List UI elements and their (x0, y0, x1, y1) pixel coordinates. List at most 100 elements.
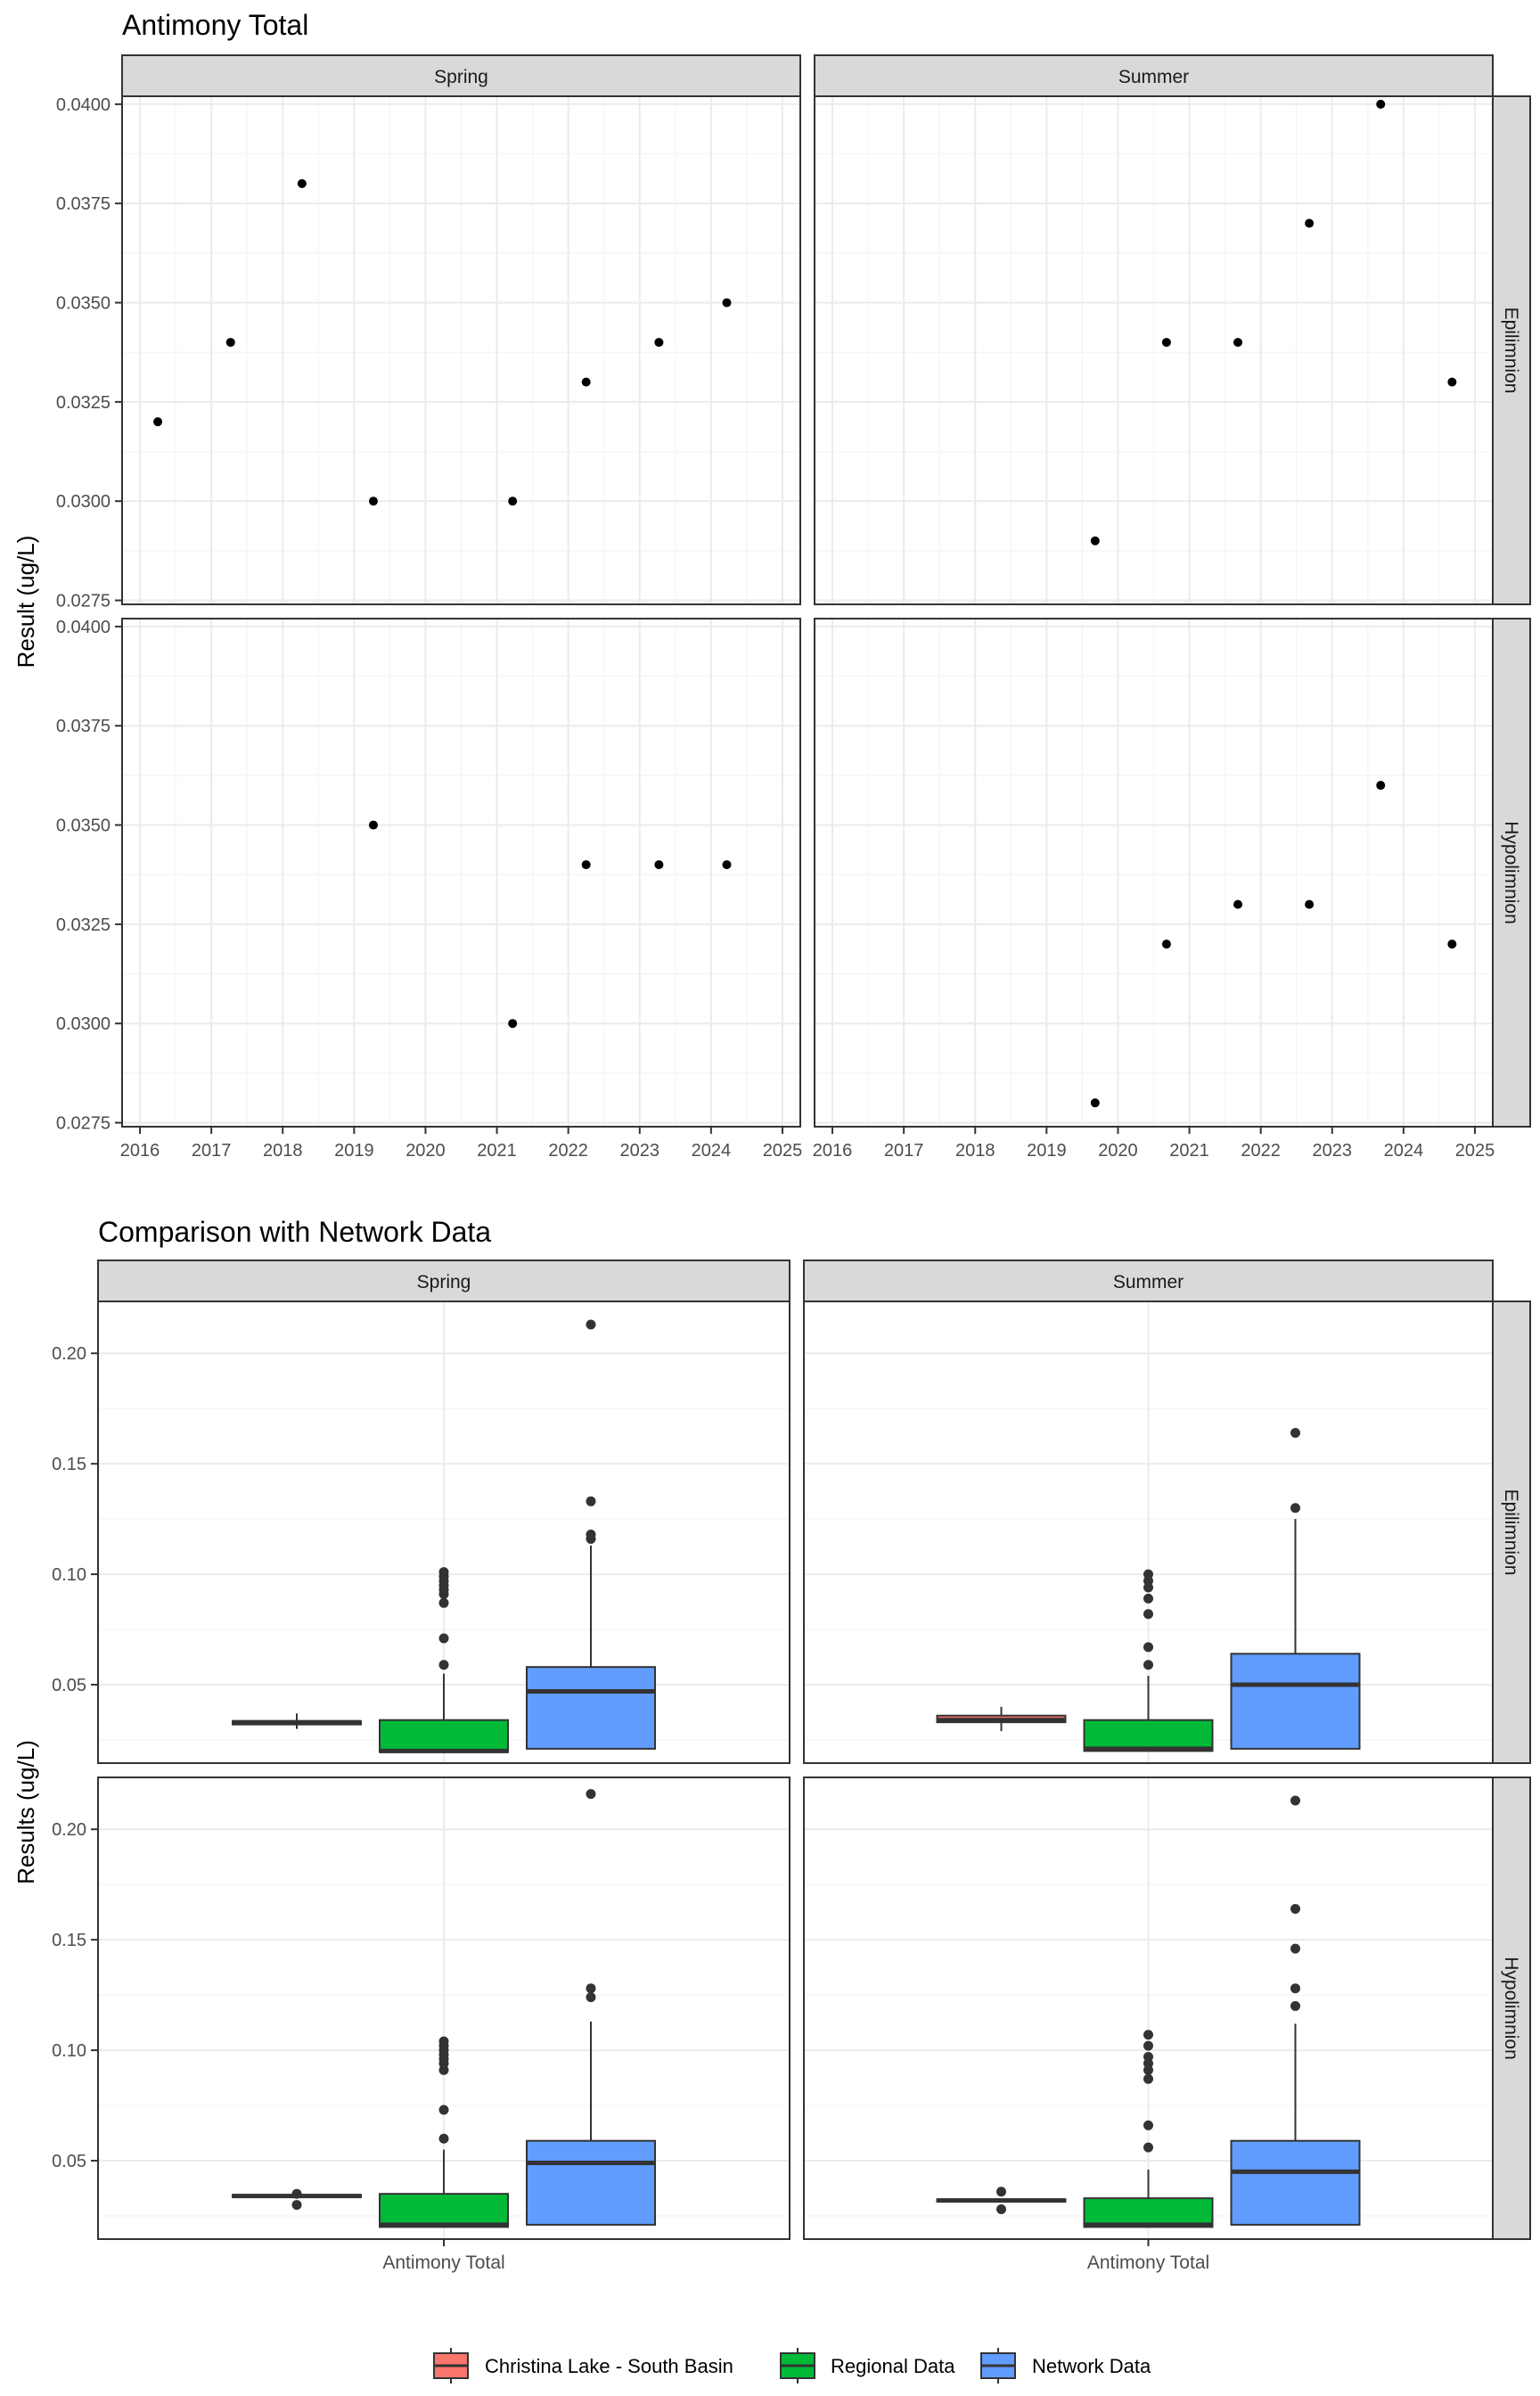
box-body (526, 1666, 656, 1750)
data-point (654, 860, 664, 870)
legend-label: Network Data (1032, 2355, 1151, 2377)
data-point (225, 338, 235, 348)
scatter-facet-grid: Spring Summer Epilimnion Hypolimnion 0.0275 0… (56, 54, 1531, 1161)
panel-border (121, 618, 801, 1128)
legend: Christina Lake - South Basin Regional Dat… (433, 2348, 1151, 2384)
y-tick-label: 0.0300 (56, 1014, 111, 1034)
outlier-point (996, 2204, 1006, 2215)
x-tick-label: 2018 (263, 1141, 303, 1161)
data-point (1376, 781, 1386, 791)
outlier-point (586, 1789, 596, 1800)
data-point (654, 338, 664, 348)
data-point (508, 1019, 518, 1029)
outlier-point (1143, 2142, 1153, 2153)
box-christina-lake-south-basin (232, 2188, 362, 2211)
y-tick-label: 0.10 (52, 1565, 86, 1585)
scatter-panel-summer-epilimnion (814, 95, 1494, 605)
y-tick-label: 0.0350 (56, 294, 111, 314)
x-tick-label: 2021 (477, 1141, 517, 1161)
data-point (1447, 377, 1457, 387)
y-tick-label: 0.20 (52, 1820, 86, 1840)
outlier-point (1290, 1427, 1300, 1438)
x-tick-label: Antimony Total (382, 2252, 504, 2273)
x-tick-label: 2019 (1027, 1141, 1067, 1161)
box-panel-summer-hypolimnion (803, 1776, 1494, 2240)
data-point (1090, 536, 1100, 546)
data-point (1447, 940, 1457, 949)
x-tick-label: 2018 (955, 1141, 995, 1161)
box-body (1230, 1653, 1361, 1750)
boxplot-y-axis-label: Results (ug/L) (12, 1740, 39, 1884)
legend-label: Regional Data (831, 2355, 955, 2377)
x-tick-label: 2023 (620, 1141, 660, 1161)
data-point (368, 496, 378, 506)
y-tick-label: 0.10 (52, 2041, 86, 2061)
box-body (526, 2139, 656, 2226)
box-body (1083, 2197, 1214, 2228)
facet-strip-column (814, 54, 1494, 97)
scatter-chart-title: Antimony Total (122, 9, 308, 41)
y-tick-label: 0.0375 (56, 194, 111, 214)
data-point (1090, 1098, 1100, 1108)
facet-strip-row (1492, 618, 1531, 1128)
x-tick-label: 2022 (548, 1141, 588, 1161)
x-tick-label: 2024 (1384, 1141, 1424, 1161)
data-point (508, 496, 518, 506)
data-point (1233, 338, 1243, 348)
outlier-point (1290, 1795, 1300, 1806)
outlier-point (1143, 1569, 1153, 1580)
outlier-point (1143, 1593, 1153, 1604)
facet-strip-label: Epilimnion (1501, 308, 1521, 394)
data-point (1161, 940, 1171, 949)
x-tick-label: 2023 (1313, 1141, 1353, 1161)
x-tick-label: 2016 (120, 1141, 160, 1161)
x-tick-label: 2025 (1455, 1141, 1495, 1161)
outlier-point (586, 1529, 596, 1539)
outlier-point (996, 2187, 1006, 2197)
box-regional-data (1083, 1569, 1214, 1752)
data-point (1233, 899, 1243, 909)
box-body (379, 1719, 509, 1753)
x-tick-label: 2016 (813, 1141, 853, 1161)
box-regional-data (1083, 2030, 1214, 2228)
facet-strip-label: Hypolimnion (1501, 1957, 1521, 2060)
data-point (722, 298, 732, 308)
x-tick-label: 2024 (692, 1141, 732, 1161)
outlier-point (586, 1992, 596, 2003)
facet-strip-label: Epilimnion (1501, 1489, 1521, 1576)
box-christina-lake-south-basin (936, 1706, 1067, 1732)
facet-strip-row (1492, 1301, 1531, 1764)
legend-item: Regional Data (780, 2348, 955, 2384)
outlier-point (438, 1633, 449, 1644)
outlier-point (1143, 2120, 1153, 2130)
outlier-point (1143, 2052, 1153, 2063)
data-point (581, 860, 591, 870)
box-regional-data (379, 1567, 509, 1753)
outlier-point (586, 1496, 596, 1506)
scatter-panel-spring-hypolimnion (121, 618, 801, 1128)
outlier-point (291, 2188, 302, 2199)
y-tick-label: 0.20 (52, 1344, 86, 1364)
outlier-point (1143, 1642, 1153, 1653)
x-tick-label: 2017 (192, 1141, 232, 1161)
facet-strip-label: Hypolimnion (1501, 821, 1521, 924)
box-panel-summer-epilimnion (803, 1301, 1494, 1764)
data-point (722, 860, 732, 870)
box-network-data (1230, 1795, 1361, 2226)
outlier-point (586, 1983, 596, 1994)
box-body (1083, 1719, 1214, 1752)
x-tick-label: 2017 (884, 1141, 924, 1161)
outlier-point (291, 2200, 302, 2211)
x-tick-label: 2022 (1241, 1141, 1281, 1161)
box-network-data (1230, 1427, 1361, 1750)
data-point (1305, 218, 1315, 228)
x-tick-label: 2020 (405, 1141, 446, 1161)
outlier-point (1290, 1983, 1300, 1994)
box-body (379, 2193, 509, 2228)
scatter-y-axis-label: Result (ug/L) (12, 536, 39, 669)
outlier-point (438, 1660, 449, 1670)
legend-label: Christina Lake - South Basin (485, 2355, 733, 2377)
outlier-point (1290, 1903, 1300, 1914)
facet-strip-row (1492, 95, 1531, 605)
